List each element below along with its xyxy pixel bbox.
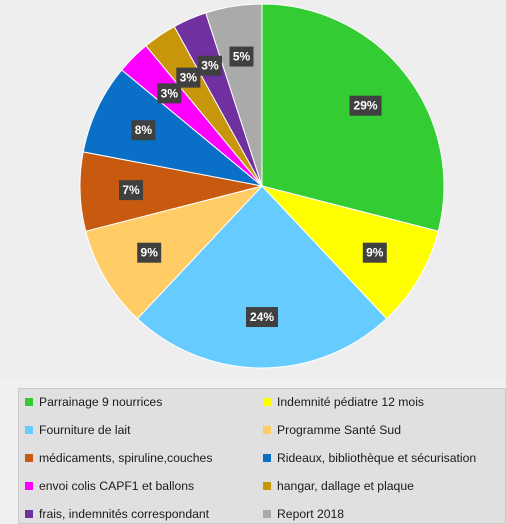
legend-label: Programme Santé Sud — [277, 423, 401, 437]
legend-item-programme-sante-sud: Programme Santé Sud — [263, 421, 401, 439]
data-label-text: 7% — [122, 183, 140, 197]
data-label-text: 24% — [250, 310, 274, 324]
legend-label: hangar, dallage et plaque — [277, 479, 414, 493]
legend-swatch — [25, 398, 33, 406]
data-label-text: 3% — [180, 71, 198, 85]
legend-item-hangar-dallage-et-plaque: hangar, dallage et plaque — [263, 477, 414, 495]
data-label-report-2018: 5% — [229, 46, 254, 67]
data-label-text: 3% — [161, 86, 179, 100]
legend-item-fourniture-de-lait: Fourniture de lait — [25, 421, 130, 439]
legend-label: Fourniture de lait — [39, 423, 131, 437]
legend-item-report-2018: Report 2018 — [263, 505, 344, 523]
legend-label: Indemnité pédiatre 12 mois — [277, 395, 425, 409]
legend-swatch — [263, 510, 271, 518]
legend: Parrainage 9 nourrices Indemnité pédiatre… — [18, 388, 506, 524]
data-label-box — [349, 95, 382, 116]
legend-label: médicaments, spiruline,couches — [39, 451, 213, 465]
data-label-text: 3% — [201, 59, 219, 73]
legend-item-frais-indemnites-correspondant: frais, indemnités correspondant — [25, 505, 209, 523]
data-label-medicaments-spiruline-couches: 7% — [119, 180, 144, 201]
legend-item-envoi-colis-capf1-et-ballons: envoi colis CAPF1 et ballons — [25, 477, 194, 495]
data-label-box — [229, 46, 254, 67]
data-label-box — [197, 55, 222, 76]
data-label-parrainage-9-nourrices: 29% — [349, 95, 382, 116]
legend-swatch — [25, 482, 33, 490]
data-label-box — [246, 307, 278, 328]
data-label-box — [157, 83, 182, 104]
legend-swatch — [263, 482, 271, 490]
pie-slice-fourniture-de-lait — [136, 185, 388, 369]
data-label-envoi-colis-capf1-et-ballons: 3% — [157, 83, 182, 104]
legend-swatch — [263, 426, 271, 434]
data-label-indemnite-pediatre-12-mois: 9% — [362, 242, 387, 263]
pie-slice-parrainage-9-nourrices — [261, 3, 445, 232]
data-label-text: 5% — [233, 50, 251, 64]
legend-swatch — [25, 454, 33, 462]
chart-area: 29% 9% 24% 9% 7% 8% 3% 3% 3% 5% — [79, 3, 445, 369]
legend-swatch — [263, 454, 271, 462]
data-label-rideaux-bibliotheque-et-securisation: 8% — [131, 120, 156, 141]
legend-item-medicaments-spiruline-couches: médicaments, spiruline,couches — [25, 449, 212, 467]
pie-slice-indemnite-pediatre-12-mois — [260, 185, 439, 320]
legend-swatch — [25, 426, 33, 434]
legend-item-rideaux-bibliotheque-et-securisation: Rideaux, bibliothèque et sécurisation — [263, 449, 476, 467]
legend-item-indemnite-pediatre-12-mois: Indemnité pédiatre 12 mois — [263, 393, 424, 411]
legend-label: Report 2018 — [277, 507, 345, 521]
legend-label: Rideaux, bibliothèque et sécurisation — [277, 451, 477, 465]
data-label-text: 9% — [366, 246, 384, 260]
data-label-frais-indemnites-correspondant: 3% — [197, 55, 222, 76]
legend-label: envoi colis CAPF1 et ballons — [39, 479, 195, 493]
legend-swatch — [25, 510, 33, 518]
data-label-hangar-dallage-et-plaque: 3% — [176, 67, 201, 88]
data-label-box — [176, 67, 201, 88]
data-label-fourniture-de-lait: 24% — [246, 307, 278, 328]
legend-swatch — [263, 398, 271, 406]
pie-slice-rideaux-bibliotheque-et-securisation — [82, 69, 263, 187]
legend-label: Parrainage 9 nourrices — [39, 395, 163, 409]
data-label-programme-sante-sud: 9% — [137, 242, 162, 263]
data-label-text: 29% — [354, 99, 378, 113]
legend-item-parrainage-9-nourrices: Parrainage 9 nourrices — [25, 393, 162, 411]
data-label-box — [119, 180, 144, 201]
data-label-text: 9% — [141, 246, 159, 260]
data-label-box — [131, 120, 156, 141]
pie-chart: 29%9%24%9%7%8%3%3%3%5% — [79, 3, 445, 369]
data-label-box — [137, 242, 162, 263]
data-label-text: 8% — [135, 123, 153, 137]
pie-slice-programme-sante-sud — [85, 185, 264, 320]
data-label-box — [362, 242, 387, 263]
legend-label: frais, indemnités correspondant — [39, 507, 210, 521]
